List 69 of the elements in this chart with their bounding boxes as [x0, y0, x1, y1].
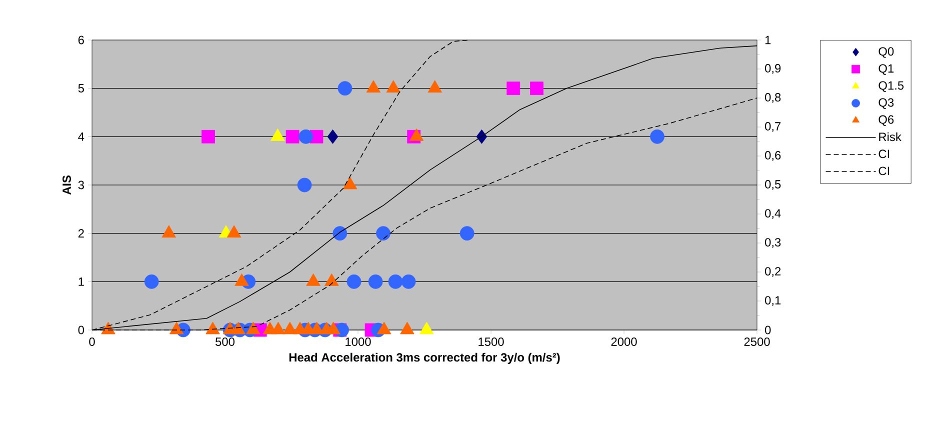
y-axis-title: AIS: [62, 176, 71, 195]
y2-tick-label: 0,6: [764, 151, 781, 161]
legend-label: Risk: [879, 132, 902, 142]
y2-tick-label: 1: [765, 36, 771, 44]
x-tick-label: 2000: [611, 338, 637, 346]
point: [297, 178, 312, 192]
point: [306, 273, 320, 286]
y-tick-label: 1: [78, 278, 84, 286]
point: [231, 322, 246, 334]
point: [376, 322, 392, 334]
legend-label: Q6: [878, 115, 894, 126]
x-axis-title: Head Acceleration 3ms corrected for 3y/o (m/s²): [289, 352, 560, 364]
point: [206, 322, 220, 334]
point: [342, 176, 358, 190]
y-tick-label: 2: [78, 229, 84, 238]
y2-tick-label: 0,1: [764, 296, 781, 306]
point: [326, 322, 340, 334]
y-tick-label: 5: [78, 84, 84, 92]
x-tick-label: 500: [216, 338, 235, 346]
point: [169, 322, 184, 334]
y-tick-label: 4: [78, 132, 84, 141]
y2-tick-label: 0,7: [764, 122, 781, 132]
x-tick-label: 0: [89, 338, 95, 346]
point: [530, 82, 544, 96]
y-tick-label: 3: [78, 180, 84, 190]
point: [506, 82, 520, 96]
legend-label: CI: [878, 150, 890, 158]
point: [271, 322, 286, 334]
point: [476, 129, 488, 144]
x-tick-label: 1000: [346, 338, 371, 346]
point: [327, 129, 338, 144]
y2-tick-label: 0,2: [764, 267, 781, 277]
y2-tick-label: 0,5: [764, 180, 781, 190]
point: [286, 130, 300, 144]
legend-label: Q1: [878, 64, 894, 75]
point: [368, 274, 383, 289]
point: [388, 274, 403, 289]
point: [282, 322, 298, 334]
point: [234, 273, 249, 286]
point: [420, 322, 434, 334]
point: [338, 81, 352, 96]
y2-tick-label: 0,9: [764, 64, 781, 74]
legend-label: CI: [878, 166, 890, 176]
point: [376, 226, 390, 241]
y2-tick-label: 0,3: [764, 238, 781, 248]
y-tick-label: 0: [78, 326, 84, 334]
point: [310, 322, 324, 334]
point: [460, 226, 474, 241]
y2-tick-label: 0: [764, 326, 771, 334]
point: [332, 226, 348, 241]
point: [401, 274, 416, 289]
point: [202, 130, 215, 144]
point: [246, 322, 260, 334]
point: [162, 225, 176, 238]
legend-label: Q0: [878, 47, 894, 58]
point: [324, 273, 339, 286]
point: [144, 274, 159, 289]
point: [346, 274, 362, 289]
legend-label: Q1.5: [878, 81, 904, 92]
x-tick-label: 1500: [478, 338, 504, 346]
point: [226, 225, 242, 238]
point: [400, 322, 414, 334]
point: [650, 129, 664, 144]
point: [298, 129, 314, 144]
x-tick-label: 2500: [744, 338, 770, 346]
y2-tick-label: 0,4: [764, 209, 781, 219]
y-tick-label: 6: [78, 36, 84, 44]
legend-label: Q3: [878, 98, 894, 109]
y2-tick-label: 0,8: [764, 93, 781, 103]
